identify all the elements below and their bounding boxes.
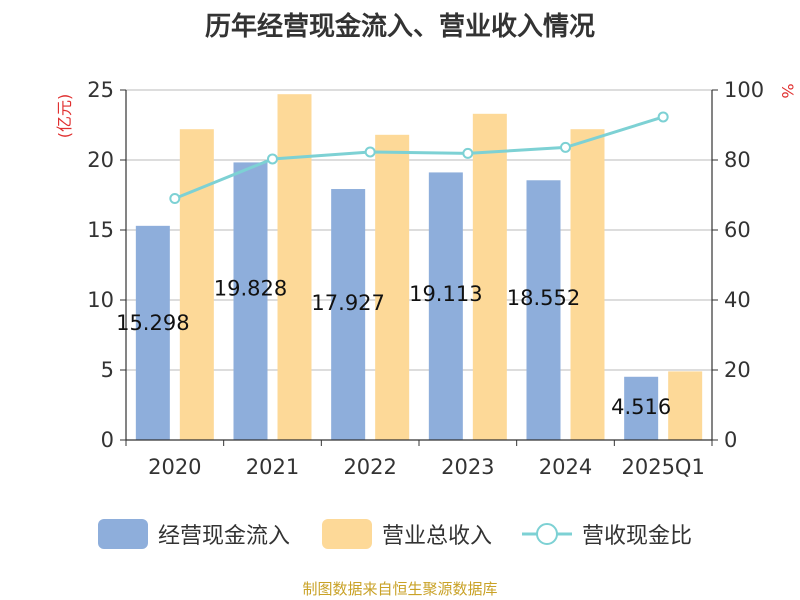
y-right-tick-label: 40 xyxy=(724,288,751,312)
bar-revenue xyxy=(277,94,312,440)
y-left-tick-label: 15 xyxy=(87,218,114,242)
ratio-point xyxy=(267,153,278,165)
x-tick-label: 2020 xyxy=(148,455,201,479)
ratio-line-path xyxy=(174,115,664,200)
ratio-point xyxy=(560,141,571,153)
y-left-tick-label: 5 xyxy=(101,358,114,382)
legend-label-cash-inflow: 经营现金流入 xyxy=(158,524,291,549)
y-right-tick-label: 20 xyxy=(724,358,751,382)
bar-revenue xyxy=(375,134,410,441)
legend-item-ratio[interactable]: 营收现金比 xyxy=(522,516,692,552)
bar-cash-inflow xyxy=(135,225,170,440)
x-tick-label: 2022 xyxy=(343,455,396,479)
bar-revenue xyxy=(570,129,605,440)
ratio-point xyxy=(364,146,376,158)
y-right-tick-label: 80 xyxy=(724,148,751,172)
y-right-tick-label: 100 xyxy=(724,78,764,102)
y-left-tick-label: 10 xyxy=(87,288,114,312)
bar-cash-inflow xyxy=(331,189,366,440)
bar-cash-inflow xyxy=(624,376,659,440)
legend-label-revenue: 营业总收入 xyxy=(382,524,493,549)
data-label-cash-inflow: 15.298 xyxy=(116,311,189,335)
legend-swatch-cash-inflow xyxy=(98,519,148,549)
data-label-cash-inflow: 18.552 xyxy=(507,286,580,310)
y-left-unit: (亿元) xyxy=(55,94,74,139)
ratio-point xyxy=(169,193,181,204)
bar-revenue xyxy=(668,371,703,440)
y-right-tick-label: 0 xyxy=(724,428,737,452)
x-tick-label: 2025Q1 xyxy=(621,455,704,479)
legend-label-ratio: 营收现金比 xyxy=(582,524,693,549)
chart-title: 历年经营现金流入、营业收入情况 xyxy=(204,12,595,42)
legend-swatch-ratio xyxy=(522,523,572,545)
grid-lines xyxy=(126,89,712,371)
bar-cash-inflow xyxy=(428,172,463,440)
bar-revenue xyxy=(179,129,214,440)
y-left-tick-label: 20 xyxy=(87,148,114,172)
y-left-tick-label: 25 xyxy=(87,78,114,102)
data-label-cash-inflow: 19.113 xyxy=(409,282,482,306)
ratio-line xyxy=(169,111,669,204)
legend-item-cash-inflow[interactable]: 经营现金流入 xyxy=(98,516,290,552)
bar-cash-inflow xyxy=(526,180,561,440)
data-label-cash-inflow: 17.927 xyxy=(311,291,384,315)
bars xyxy=(135,94,703,441)
y-right-unit: % xyxy=(778,83,797,98)
ratio-point xyxy=(657,111,669,123)
bar-revenue xyxy=(472,113,507,441)
data-label-cash-inflow: 19.828 xyxy=(214,276,287,300)
x-tick-label: 2023 xyxy=(441,455,494,479)
legend-item-revenue[interactable]: 营业总收入 xyxy=(322,516,492,552)
y-right-tick-label: 60 xyxy=(724,218,751,242)
legend-swatch-revenue xyxy=(322,519,372,549)
x-tick-label: 2021 xyxy=(246,455,299,479)
x-tick-label: 2024 xyxy=(539,455,592,479)
ratio-point xyxy=(462,147,474,159)
data-labels: 15.298 19.828 17.927 19.113 18.552 4.516 xyxy=(116,276,671,419)
source-footer: 制图数据来自恒生聚源数据库 xyxy=(302,580,498,598)
axes: 0 5 10 15 20 25 0 20 40 60 80 100 (亿元)% 2020 2021 2022 2… xyxy=(55,78,797,479)
data-label-cash-inflow: 4.516 xyxy=(611,395,671,419)
y-left-tick-label: 0 xyxy=(101,428,114,452)
bar-cash-inflow xyxy=(233,162,268,440)
